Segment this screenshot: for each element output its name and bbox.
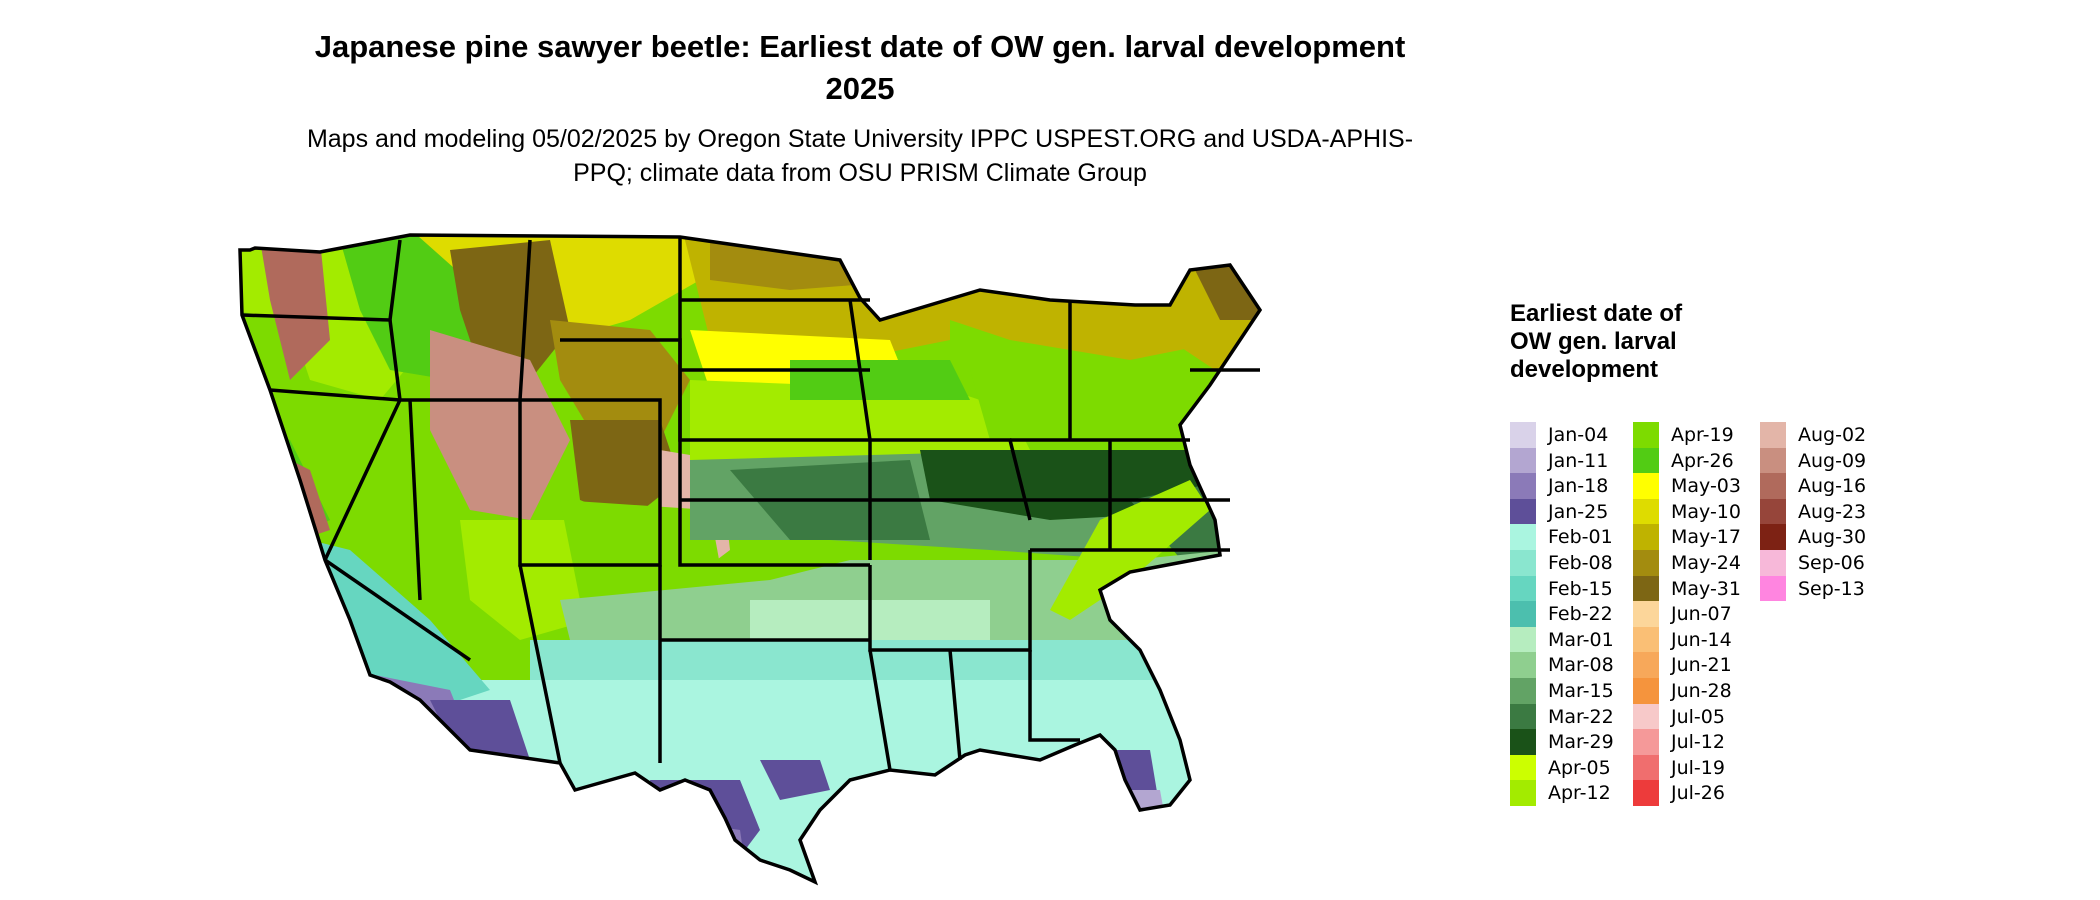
legend-label: Jun-21 [1671,654,1732,677]
legend-swatch [1510,601,1536,627]
legend-swatch [1760,575,1786,602]
legend-label: Aug-16 [1798,475,1867,498]
legend-swatch [1510,447,1536,474]
legend-swatch [1633,652,1659,678]
legend-swatch [1510,498,1536,525]
legend-swatch [1760,473,1786,499]
legend-label: May-03 [1671,475,1741,498]
legend-label: Mar-29 [1548,731,1614,754]
legend-label: Aug-30 [1798,526,1867,549]
legend-swatch [1633,729,1659,755]
legend-label: May-17 [1671,526,1741,549]
legend-label: Jun-14 [1671,628,1732,651]
legend-label: Feb-08 [1548,551,1613,574]
legend-label: Mar-01 [1548,628,1614,651]
legend-swatch [1633,626,1659,653]
legend-swatch [1633,549,1659,576]
legend-swatch [1510,780,1536,806]
legend-swatch [1760,447,1786,474]
legend-swatch [1510,626,1536,653]
legend-swatch [1633,703,1659,730]
legend-swatch [1510,703,1536,730]
legend-swatch [1760,524,1786,550]
state-boundaries [238,233,1262,884]
map-subtitle: Maps and modeling 05/02/2025 by Oregon S… [306,125,1414,187]
legend-label: Sep-06 [1798,551,1865,574]
legend-swatch [1510,549,1536,576]
legend-label: Jul-12 [1671,731,1725,754]
legend-swatch [1633,575,1659,602]
legend-label: Aug-23 [1798,500,1867,523]
legend-label: Apr-12 [1548,782,1611,805]
legend-label: Jul-26 [1671,782,1725,805]
legend-label: Aug-02 [1798,424,1867,446]
map-title: Japanese pine sawyer beetle: Earliest da… [314,29,1406,106]
legend-swatch [1633,498,1659,525]
legend-swatch [1633,601,1659,627]
legend-label: Jan-18 [1548,475,1609,498]
legend-label: Mar-22 [1548,705,1614,728]
legend-label: Feb-01 [1548,526,1613,549]
legend-label: Feb-15 [1548,577,1613,600]
legend-swatch [1633,447,1659,474]
legend-swatch [1633,524,1659,550]
legend-swatch [1510,422,1536,448]
legend-label: Jan-11 [1548,449,1609,472]
legend-label: Sep-13 [1798,577,1865,600]
legend-label: May-24 [1671,551,1741,574]
us-degree-day-map [238,233,1262,884]
legend-swatch [1510,473,1536,499]
legend-label: Mar-15 [1548,679,1614,702]
legend-label: Apr-26 [1671,449,1734,472]
legend-label: Jan-04 [1548,424,1609,446]
legend-label: Apr-19 [1671,424,1734,446]
legend-label: Jun-28 [1671,679,1732,702]
legend-label: May-31 [1671,577,1741,600]
legend-swatch [1633,473,1659,499]
legend-swatch [1633,754,1659,781]
legend-label: Jun-07 [1671,603,1732,626]
legend-swatch [1633,780,1659,806]
legend-swatch [1510,575,1536,602]
legend-label: Jul-19 [1671,756,1725,779]
legend-swatch [1510,524,1536,550]
legend-label: Apr-05 [1548,756,1611,779]
legend-label: Feb-22 [1548,603,1613,626]
legend-label: May-10 [1671,500,1741,523]
legend-label: Jul-05 [1671,705,1725,728]
legend-swatch [1760,422,1786,448]
legend-swatch [1510,677,1536,704]
legend-swatch [1510,652,1536,678]
legend-label: Mar-08 [1548,654,1614,677]
legend-swatch [1510,754,1536,781]
legend-label: Aug-09 [1798,449,1867,472]
legend-swatch [1633,422,1659,448]
legend-swatch [1760,498,1786,525]
legend-title: Earliest date of OW gen. larval developm… [1510,300,1683,383]
legend-swatch [1760,549,1786,576]
legend-label: Jan-25 [1548,500,1609,523]
legend-swatch [1633,677,1659,704]
legend-swatch [1510,729,1536,755]
